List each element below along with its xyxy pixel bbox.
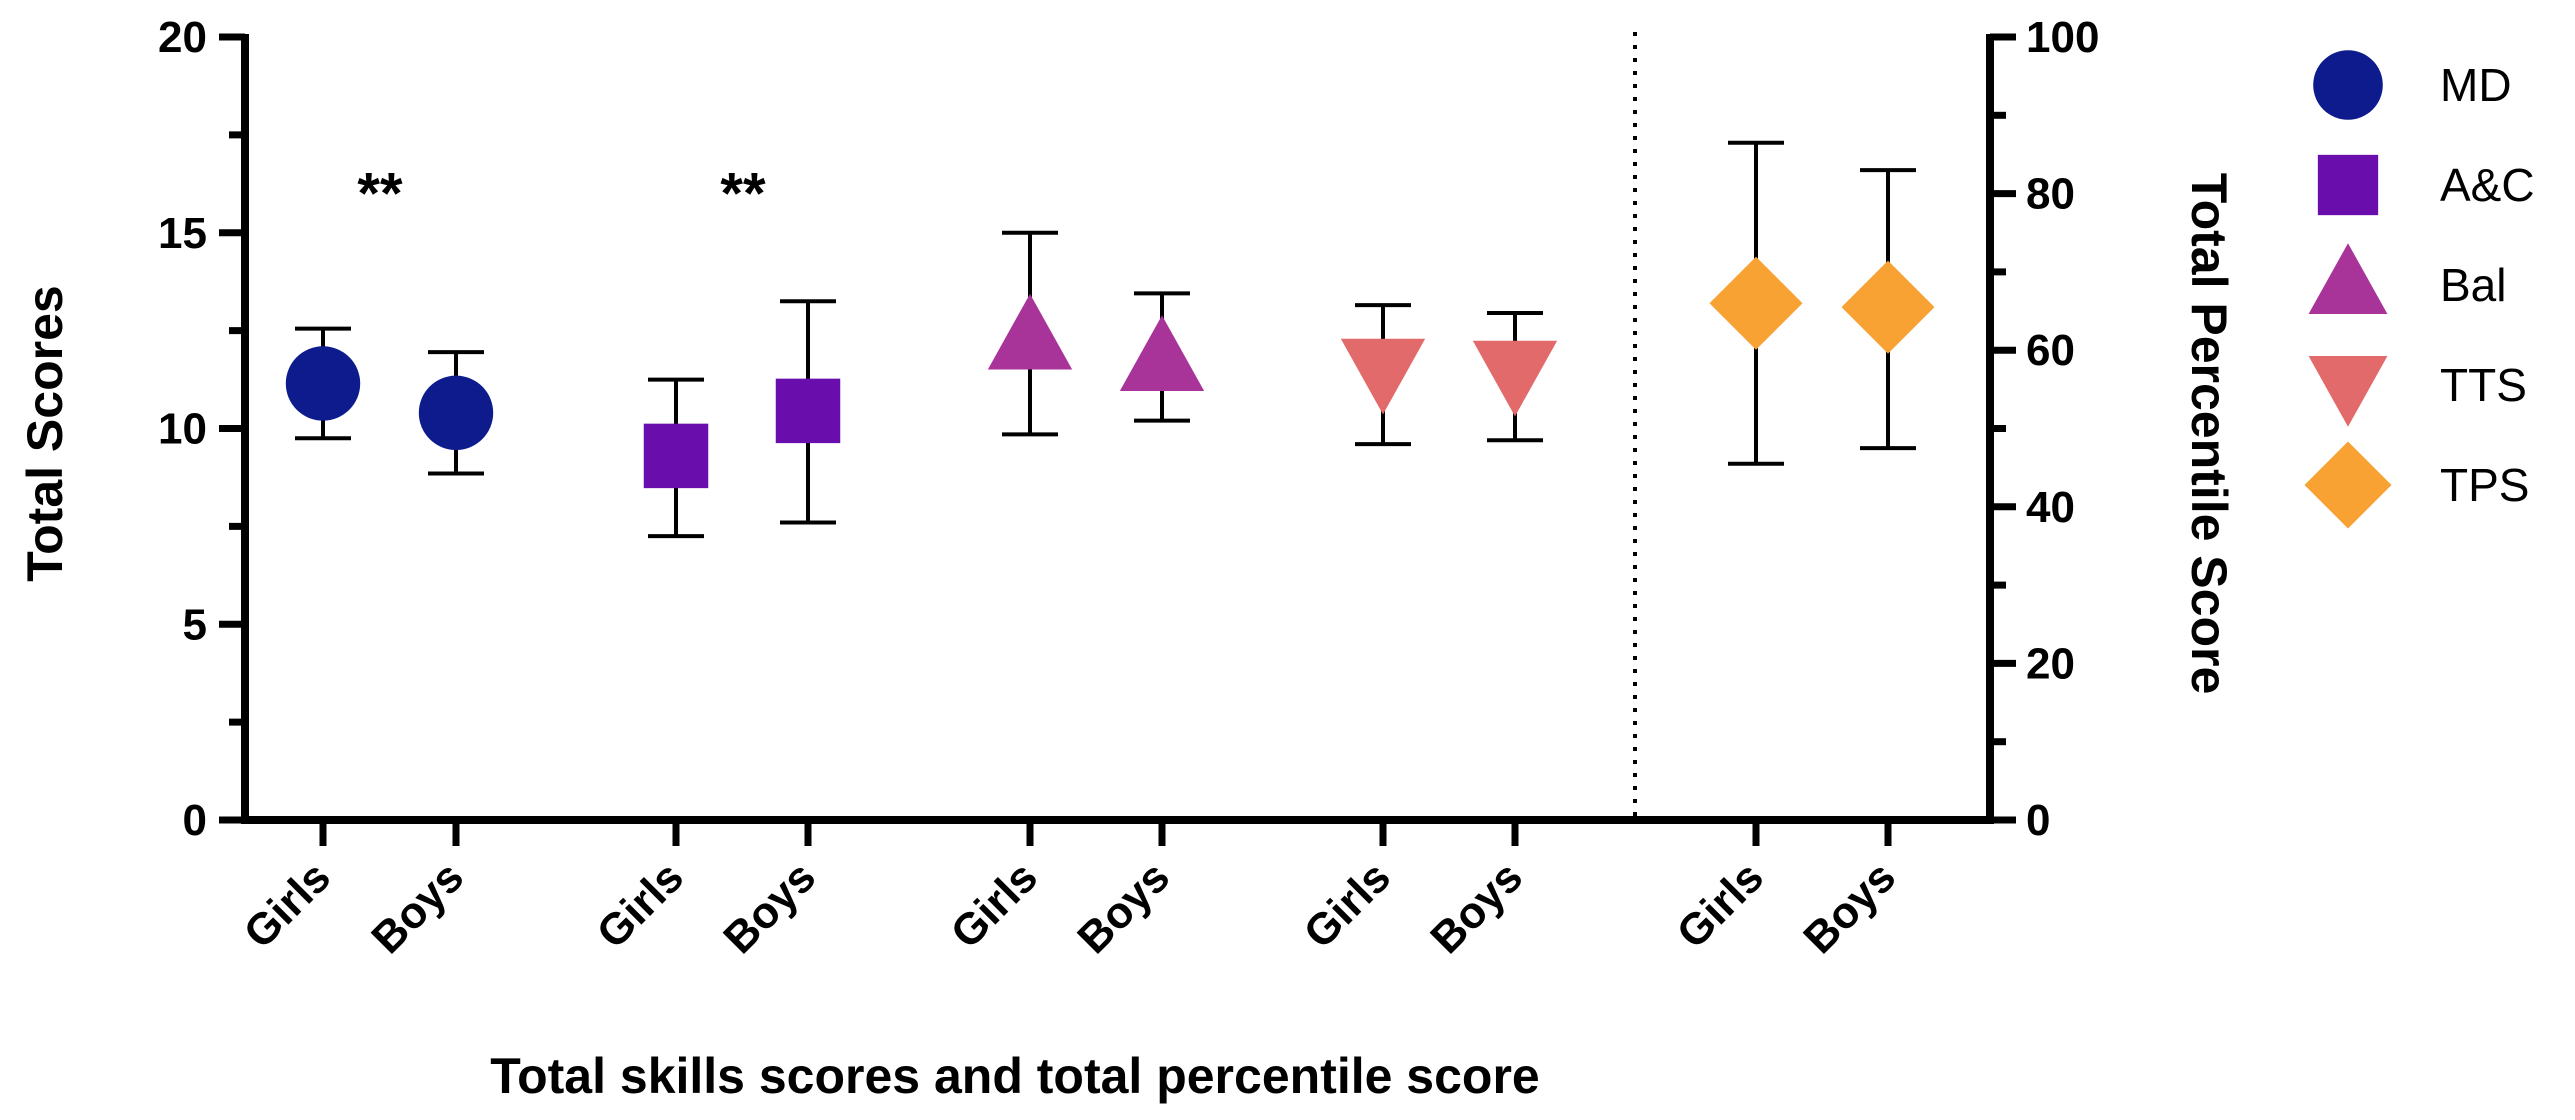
y-axis-left-title: Total Scores bbox=[17, 285, 73, 581]
md-marker bbox=[418, 375, 494, 451]
y-right-tick-label: 0 bbox=[2026, 796, 2050, 845]
legend-item-tps: TPS bbox=[2304, 441, 2529, 529]
x-tick-label: Boys bbox=[1421, 852, 1532, 963]
y-left-tick-label: 20 bbox=[158, 13, 207, 62]
x-tick-label: Girls bbox=[588, 852, 694, 958]
significance-label: ** bbox=[720, 162, 766, 227]
legend: MD A&C Bal TTS TPS bbox=[2304, 50, 2535, 529]
y-left-tick-label: 5 bbox=[183, 600, 207, 649]
point-tps-girls bbox=[1709, 140, 1803, 466]
x-tick-label: Girls bbox=[1295, 852, 1401, 958]
y-right-tick-label: 60 bbox=[2026, 326, 2075, 375]
y-axis-right-title: Total Percentile Score bbox=[2181, 173, 2237, 694]
tts-marker bbox=[1472, 340, 1558, 417]
y-left-tick-label: 10 bbox=[158, 405, 207, 454]
ac-marker bbox=[643, 423, 709, 489]
legend-item-md: MD bbox=[2313, 50, 2512, 120]
legend-label: Bal bbox=[2440, 259, 2506, 311]
marks-layer: ** ** bbox=[285, 140, 1935, 539]
bal-marker bbox=[1119, 315, 1205, 391]
ac-marker bbox=[775, 378, 841, 444]
x-tick-label: Boys bbox=[714, 852, 825, 963]
x-tick-label: Boys bbox=[1794, 852, 1905, 963]
legend-item-tts: TTS bbox=[2308, 356, 2527, 427]
y-left-tick-label: 15 bbox=[158, 209, 207, 258]
x-tick-label: Boys bbox=[362, 852, 473, 963]
legend-tps-marker bbox=[2304, 441, 2392, 529]
legend-tts-marker bbox=[2308, 356, 2388, 427]
point-tts-boys bbox=[1472, 311, 1558, 443]
point-bal-girls bbox=[987, 230, 1073, 437]
tps-marker bbox=[1841, 260, 1935, 354]
legend-label: TTS bbox=[2440, 359, 2527, 411]
legend-bal-marker bbox=[2308, 243, 2388, 314]
point-tps-boys bbox=[1841, 168, 1935, 451]
md-marker bbox=[285, 346, 361, 421]
legend-label: MD bbox=[2440, 59, 2512, 111]
x-tick-label: Girls bbox=[235, 852, 341, 958]
y-right-tick-label: 40 bbox=[2026, 483, 2075, 532]
bal-marker bbox=[987, 293, 1073, 370]
tts-marker bbox=[1340, 338, 1426, 415]
point-tts-girls bbox=[1340, 303, 1426, 447]
x-tick-label: Girls bbox=[942, 852, 1048, 958]
y-left-tick-label: 0 bbox=[183, 796, 207, 845]
legend-ac-marker bbox=[2317, 154, 2379, 216]
point-md-boys bbox=[418, 350, 494, 476]
legend-md-marker bbox=[2313, 50, 2383, 120]
y-right-tick-label: 80 bbox=[2026, 170, 2075, 219]
y-right-tick-label: 20 bbox=[2026, 639, 2075, 688]
legend-item-ac: A&C bbox=[2317, 154, 2535, 216]
x-axis-title: Total skills scores and total percentile… bbox=[490, 1048, 1539, 1104]
legend-label: A&C bbox=[2440, 159, 2535, 211]
x-tick-label: Boys bbox=[1068, 852, 1179, 963]
tps-marker bbox=[1709, 256, 1803, 350]
point-ac-boys bbox=[775, 299, 841, 525]
y-right-tick-label: 100 bbox=[2026, 13, 2099, 62]
significance-label: ** bbox=[357, 162, 403, 227]
point-md-girls bbox=[285, 326, 361, 441]
legend-item-bal: Bal bbox=[2308, 243, 2506, 314]
point-bal-boys bbox=[1119, 291, 1205, 423]
point-ac-girls bbox=[643, 377, 709, 539]
legend-label: TPS bbox=[2440, 459, 2529, 511]
x-tick-label: Girls bbox=[1668, 852, 1774, 958]
